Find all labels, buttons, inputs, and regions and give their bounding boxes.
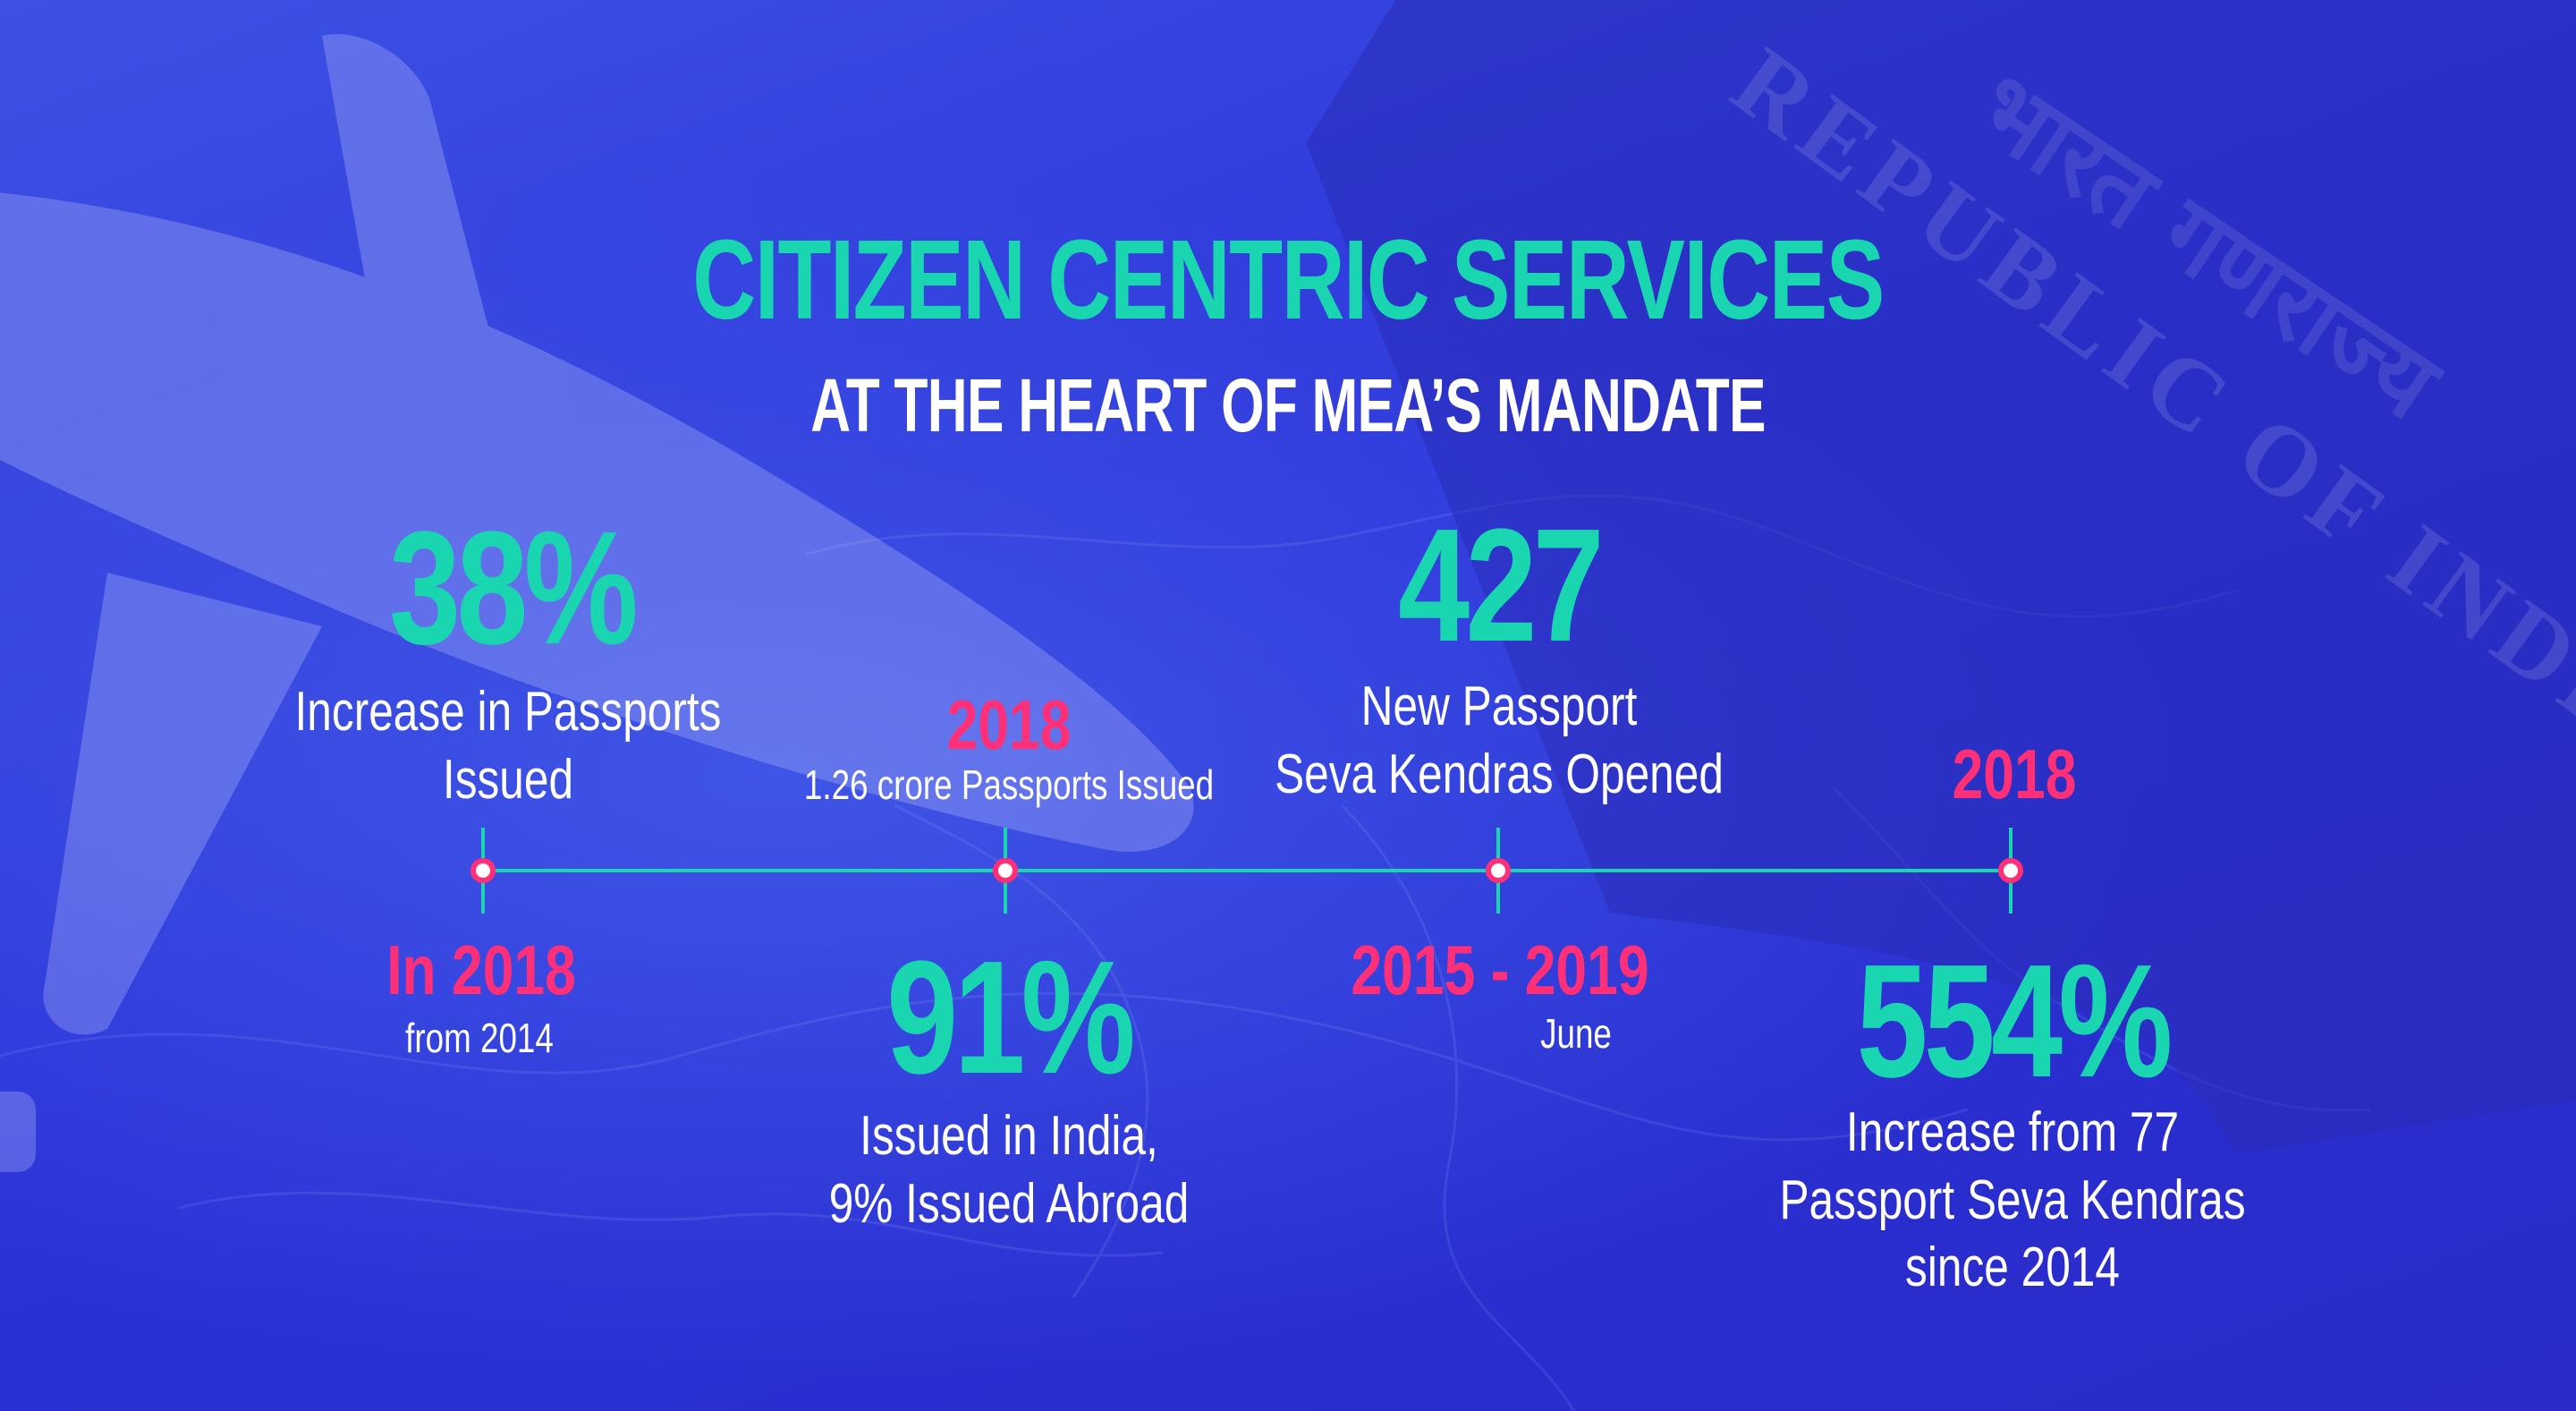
stat-year: 2015 - 2019 <box>1351 931 1649 1009</box>
timeline-marker <box>1998 828 2023 914</box>
stat-year: 2018 <box>1952 735 2077 813</box>
stat-value: 554% <box>1856 931 2173 1111</box>
page-subtitle: AT THE HEART OF MEA’S MANDATE <box>810 363 1766 447</box>
timeline-marker <box>993 828 1018 914</box>
stat-year-note: June <box>1540 1010 1612 1057</box>
stat-description: New Passport Seva Kendras Opened <box>1275 676 1724 805</box>
timeline-marker <box>1486 828 1511 914</box>
stat-year-note: from 2014 <box>405 1015 554 1061</box>
timeline-marker <box>470 828 496 914</box>
stat-year-note: 1.26 crore Passports Issued <box>803 761 1215 808</box>
page-title: CITIZEN CENTRIC SERVICES <box>692 217 1885 343</box>
stat-year: 2018 <box>946 685 1072 764</box>
stat-value: 427 <box>1398 496 1605 676</box>
stat-description: Increase from 77 Passport Seva Kendras s… <box>1779 1101 2246 1299</box>
stat-description: Increase in Passports Issued <box>294 681 722 811</box>
stat-value: 91% <box>886 928 1136 1108</box>
stat-value: 38% <box>389 498 639 678</box>
stat-description: Issued in India, 9% Issued Abroad <box>828 1105 1190 1235</box>
stat-year: In 2018 <box>386 931 576 1009</box>
